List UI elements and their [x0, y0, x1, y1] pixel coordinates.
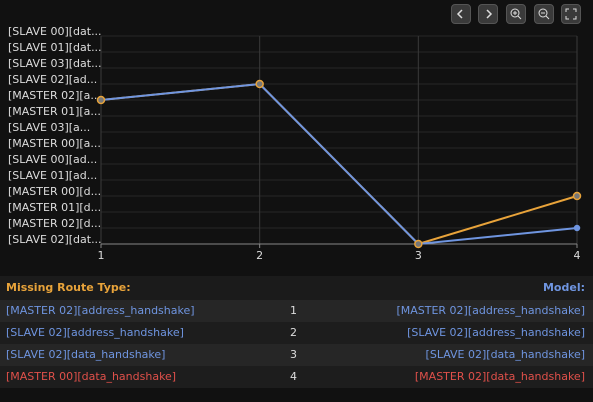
- model-route: [MASTER 02][address_handshake]: [396, 304, 585, 317]
- missing-route: [SLAVE 02][data_handshake]: [6, 348, 166, 361]
- point: [414, 239, 423, 249]
- table-header: Missing Route Type: Model:: [0, 276, 593, 300]
- y-tick-label: [SLAVE 01][dat...: [8, 41, 102, 54]
- y-tick-label: [SLAVE 00][ad...: [8, 153, 97, 166]
- y-tick-label: [MASTER 02][d...: [8, 217, 101, 230]
- point: [255, 79, 264, 89]
- chart: [SLAVE 00][dat... [SLAVE 01][dat... [SLAVE…: [8, 25, 582, 262]
- y-tick-label: [MASTER 01][a...: [8, 105, 101, 118]
- table-row: [SLAVE 02][address_handshake] 2 [SLAVE 02]…: [0, 322, 593, 344]
- y-tick-label: [SLAVE 03][dat...: [8, 57, 102, 70]
- next-button[interactable]: [478, 4, 498, 24]
- y-tick-label: [MASTER 02][a...: [8, 89, 101, 102]
- table-row: [MASTER 02][address_handshake] 1 [MASTER 0…: [0, 300, 593, 322]
- route-table: Missing Route Type: Model: [MASTER 02][a…: [0, 276, 593, 388]
- series-line: [100, 82, 578, 246]
- y-tick-label: [MASTER 01][d...: [8, 201, 101, 214]
- header-missing: Missing Route Type:: [6, 281, 131, 294]
- index: 4: [290, 370, 297, 383]
- y-tick-label: [SLAVE 02][ad...: [8, 73, 97, 86]
- point: [96, 95, 106, 105]
- missing-route: [MASTER 02][address_handshake]: [6, 304, 195, 317]
- x-tick-label: 4: [574, 249, 581, 262]
- y-tick-label: [MASTER 00][a...: [8, 137, 101, 150]
- missing-route: [SLAVE 02][address_handshake]: [6, 326, 184, 339]
- missing-route: [MASTER 00][data_handshake]: [6, 370, 177, 383]
- y-tick-label: [MASTER 00][d...: [8, 185, 101, 198]
- zoom-out-button[interactable]: [534, 4, 554, 24]
- model-route: [SLAVE 02][data_handshake]: [425, 348, 585, 361]
- x-tick-label: 2: [256, 249, 263, 262]
- fullscreen-button[interactable]: [561, 4, 581, 24]
- index: 2: [290, 326, 297, 339]
- model-route: [MASTER 02][data_handshake]: [414, 370, 585, 383]
- header-model: Model:: [542, 281, 585, 294]
- point: [572, 191, 582, 201]
- y-tick-label: [SLAVE 03][a...: [8, 121, 90, 134]
- index: 3: [290, 348, 297, 361]
- y-tick-label: [SLAVE 01][ad...: [8, 169, 97, 182]
- prev-button[interactable]: [451, 4, 471, 24]
- table-body: [MASTER 02][address_handshake] 1 [MASTER 0…: [0, 300, 593, 388]
- x-tick-label: 3: [415, 249, 422, 262]
- zoom-in-button[interactable]: [506, 4, 526, 24]
- y-tick-label: [SLAVE 00][dat...: [8, 25, 102, 38]
- x-tick-label: 1: [98, 249, 105, 262]
- point: [573, 224, 581, 232]
- table-row: [SLAVE 02][data_handshake] 3 [SLAVE 02][da…: [0, 344, 593, 366]
- y-tick-label: [SLAVE 02][dat...: [8, 233, 102, 246]
- index: 1: [290, 304, 297, 317]
- model-route: [SLAVE 02][address_handshake]: [407, 326, 585, 339]
- table-row: [MASTER 00][data_handshake] 4 [MASTER 02][…: [0, 366, 593, 388]
